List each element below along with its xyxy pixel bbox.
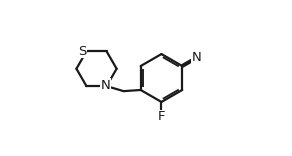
Text: F: F — [158, 110, 165, 123]
Text: N: N — [192, 51, 201, 64]
Text: S: S — [79, 45, 87, 58]
Text: N: N — [101, 79, 111, 92]
